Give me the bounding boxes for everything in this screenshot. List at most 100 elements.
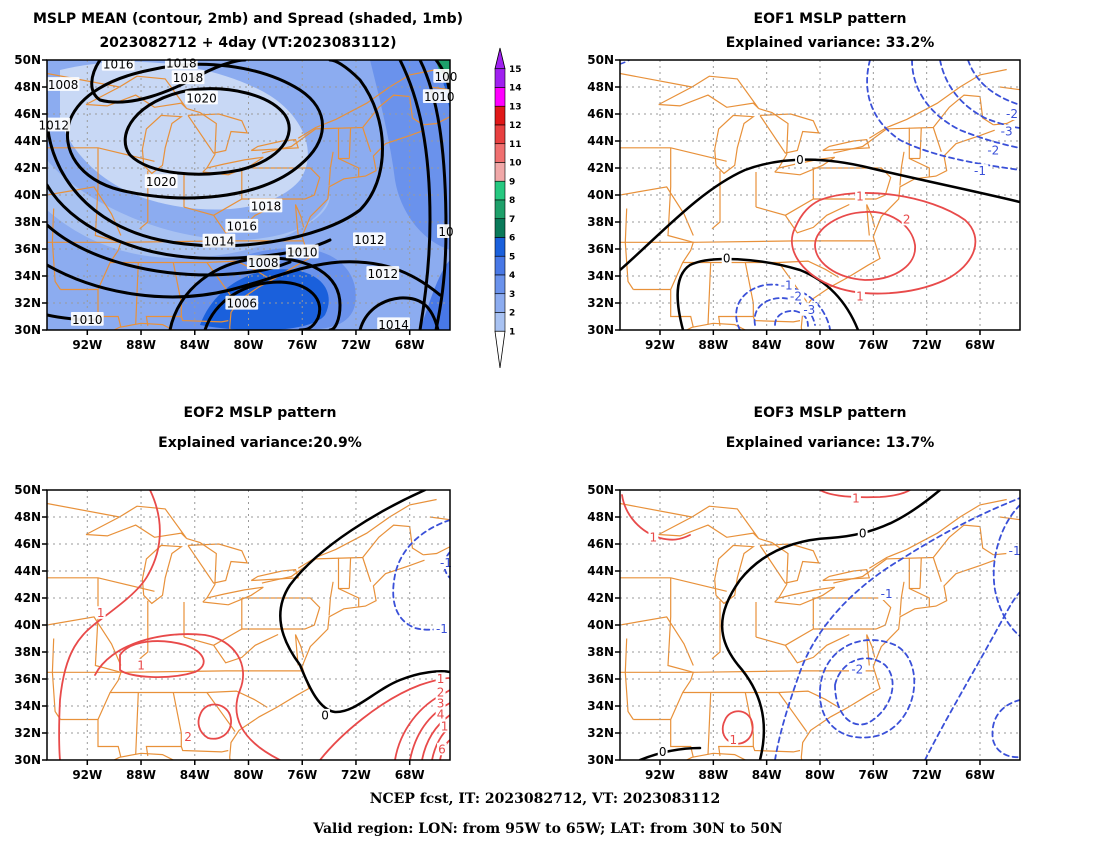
contour-label: 2 (184, 730, 192, 744)
contour-label: 6 (438, 742, 446, 756)
contour-label-bg (728, 733, 739, 746)
axis-ticks-eof1: 92W 88W 84W 80W 76W 72W 68W 50N 48N 46N 44N 42N 40N 3… (587, 53, 995, 352)
contour-label: 4 (437, 707, 445, 721)
map-outline (932, 127, 942, 152)
y-tick-label: 36N (14, 242, 41, 256)
y-tick-label: 40N (587, 618, 614, 632)
contour-label: 1018 (173, 71, 204, 85)
footer-line-2: Valid region: LON: from 95W to 65W; LAT:… (312, 821, 782, 837)
contour-label: 1018 (251, 199, 282, 213)
contour-label-bg (246, 255, 280, 270)
colorbar-top-arrow (494, 47, 506, 70)
colorbar-label: 5 (509, 252, 515, 262)
x-tick-label: 88W (126, 338, 156, 352)
colorbar-segment (494, 143, 506, 163)
map-outline (620, 671, 695, 758)
map-outline (186, 538, 217, 599)
map-outline (202, 156, 264, 176)
eof1-neg-nw (620, 60, 631, 65)
x-tick-label: 76W (858, 338, 888, 352)
map-outline (362, 557, 372, 582)
x-tick-label: 80W (234, 768, 264, 782)
grid-eof2 (47, 490, 450, 760)
map-outline (620, 616, 694, 666)
contour-label: -2 (1006, 107, 1018, 121)
contour-label-bg (971, 164, 989, 177)
map-outline (337, 127, 360, 178)
map-outline (685, 322, 747, 330)
contour-label: 1014 (378, 318, 409, 332)
map-outline (868, 498, 1007, 569)
contour-label: 0 (796, 153, 804, 167)
x-tick-label: 80W (234, 338, 264, 352)
contour-label: 1010 (72, 313, 103, 327)
map-outline (51, 638, 61, 720)
eof3-neg-southeast (924, 591, 1020, 760)
contour-label-bg (183, 730, 193, 744)
colorbar-segment (494, 293, 506, 313)
map-outline (759, 543, 820, 584)
map-outline (866, 204, 876, 236)
colorbar-label: 7 (509, 215, 515, 225)
eof3-neg-east (992, 504, 1020, 637)
x-tick-label: 84W (180, 768, 210, 782)
map-outline (711, 600, 721, 660)
contour-label: 1006 (227, 297, 258, 311)
contour-label-bg (648, 530, 659, 544)
contour-label: 1016 (103, 58, 134, 72)
eof2-neg-east (392, 519, 450, 631)
colorbar-label: 4 (509, 271, 515, 281)
coastline-eof3 (620, 498, 1020, 760)
y-tick-label: 38N (14, 645, 41, 659)
map-outline (348, 557, 352, 589)
map-outline (822, 138, 871, 152)
contour-label-bg (435, 685, 446, 699)
map-outline (135, 692, 139, 755)
map-outline (423, 516, 450, 556)
eof1-title: EOF1 MSLP pattern (754, 11, 907, 27)
x-tick-label: 76W (858, 768, 888, 782)
contour-label: 1020 (146, 175, 177, 189)
map-outline (620, 186, 694, 236)
y-tick-label: 36N (14, 672, 41, 686)
map-outline (47, 577, 155, 592)
contour-label-bg (985, 143, 1002, 157)
x-tick-label: 84W (752, 338, 782, 352)
contour-label: -2 (851, 663, 863, 677)
map-outline (348, 127, 352, 159)
contour-label-bg (801, 303, 818, 316)
eof3-neg-2-outer (819, 639, 916, 739)
eof2-pos-2 (197, 703, 232, 740)
y-tick-label: 46N (14, 107, 41, 121)
contour-label-bg (855, 289, 865, 303)
eof2-zero (279, 490, 450, 714)
contour-label: 1010 (287, 245, 318, 259)
mean-title: MSLP MEAN (contour, 2mb) and Spread (sha… (33, 11, 463, 27)
map-outline (139, 600, 149, 660)
map-outline (183, 633, 279, 664)
y-tick-label: 42N (587, 161, 614, 175)
map-outline (714, 114, 755, 175)
contour-label: 1012 (368, 267, 399, 281)
eof3-pos-south (721, 710, 754, 745)
map-outline (362, 127, 372, 152)
y-tick-label: 44N (587, 564, 614, 578)
map-outline (755, 203, 850, 234)
map-outline (187, 113, 249, 154)
map-outline (112, 322, 175, 330)
contour-label: 1012 (354, 233, 385, 247)
map-outline (180, 316, 229, 323)
contour-label: 0 (321, 709, 329, 723)
mean-subtitle: 2023082712 + 4day (VT:2023083112) (99, 35, 396, 51)
map-outline (899, 151, 905, 186)
map-outline (145, 692, 182, 757)
y-tick-label: 34N (14, 699, 41, 713)
map-outline (774, 156, 836, 176)
map-outline (250, 138, 300, 152)
contour-label-bg (787, 289, 805, 303)
x-tick-label: 88W (126, 768, 156, 782)
contour-label-bg (225, 295, 259, 310)
map-outline (919, 127, 922, 159)
